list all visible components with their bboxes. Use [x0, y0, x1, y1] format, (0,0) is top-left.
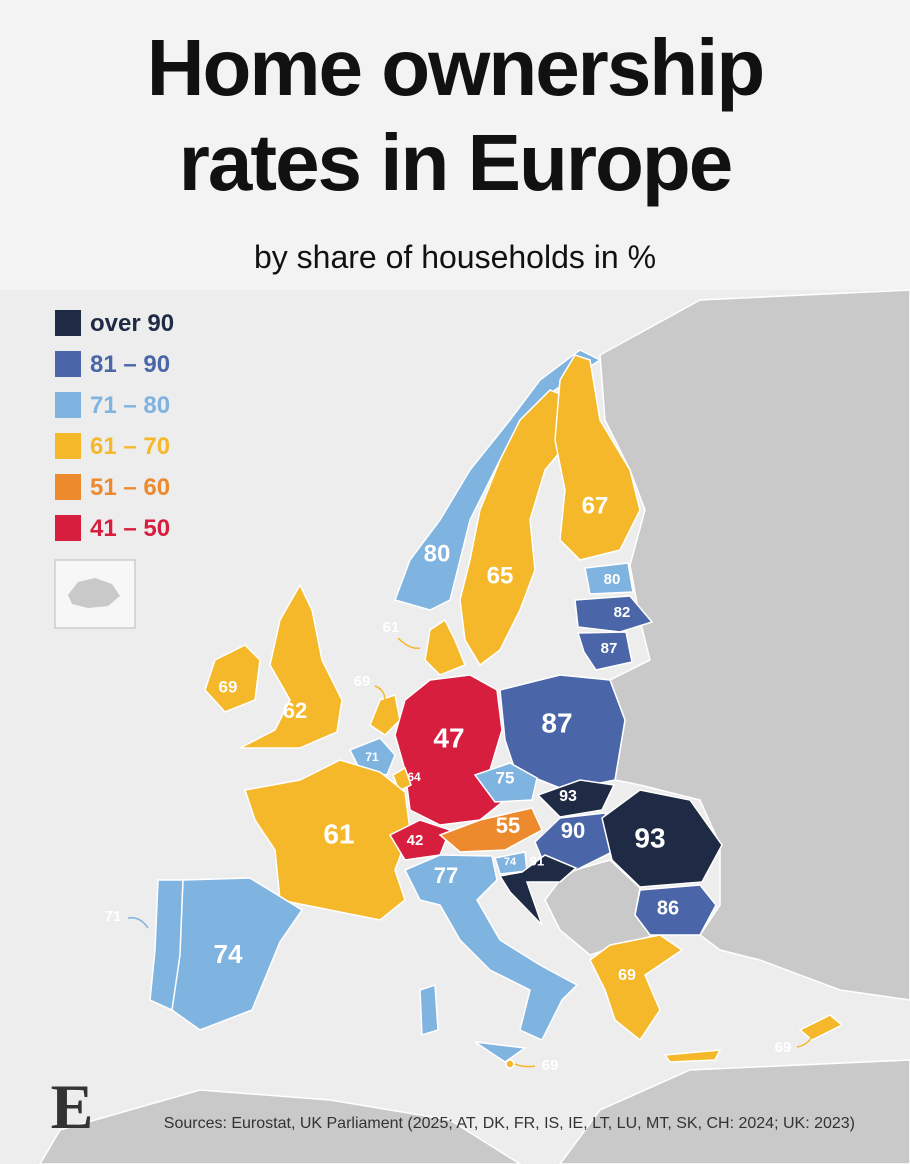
region — [536, 779, 616, 818]
regions — [149, 349, 844, 1069]
title: rates in Europe — [179, 118, 731, 207]
value-label: 71 — [365, 750, 379, 764]
legend-label: 81 – 90 — [90, 351, 170, 378]
region — [505, 1059, 515, 1069]
legend-label: 71 – 80 — [90, 392, 170, 419]
value-label: 61 — [383, 619, 400, 636]
value-label: 77 — [434, 863, 458, 888]
leader-line — [514, 1063, 536, 1068]
region — [204, 644, 261, 713]
value-label: 42 — [407, 832, 424, 849]
legend-swatch — [55, 474, 81, 500]
value-label: 69 — [354, 673, 371, 690]
value-label: 74 — [214, 939, 243, 969]
value-label: 47 — [433, 722, 464, 753]
legend-label: 61 – 70 — [90, 433, 170, 460]
value-label: 87 — [601, 640, 618, 657]
value-label: 91 — [530, 853, 544, 868]
value-label: 87 — [541, 707, 572, 738]
value-label: 62 — [283, 698, 307, 723]
region — [576, 631, 633, 671]
leader-line — [127, 916, 149, 929]
land-other — [599, 289, 910, 1001]
region — [584, 562, 634, 595]
value-label: 69 — [219, 677, 238, 696]
value-label: 86 — [657, 897, 679, 919]
land-other — [39, 1089, 522, 1164]
value-label: 69 — [618, 967, 636, 984]
legend: over 90 81 – 90 71 – 80 61 – 70 51 – 60 41 – … — [55, 310, 174, 542]
region — [388, 819, 451, 861]
value-label: 55 — [496, 813, 520, 838]
value-label: 80 — [424, 540, 451, 567]
region — [369, 694, 401, 736]
value-label: 71 — [105, 908, 122, 925]
region — [498, 854, 578, 926]
value-label: 67 — [582, 492, 609, 519]
value-label: 90 — [561, 818, 585, 843]
value-label: 80 — [604, 571, 621, 588]
region — [574, 595, 654, 633]
legend-swatch — [55, 433, 81, 459]
land-other — [559, 1059, 910, 1164]
leader-line — [796, 1035, 813, 1048]
value-label: 75 — [496, 768, 515, 787]
region — [438, 807, 543, 853]
legend-label: 41 – 50 — [90, 515, 170, 542]
subtitle: by share of households in % — [254, 239, 656, 275]
region — [473, 762, 538, 803]
leader-line — [397, 637, 421, 650]
title: Home ownership — [147, 23, 764, 112]
legend-swatch — [55, 392, 81, 418]
value-label: 69 — [775, 1039, 792, 1056]
value-label: 61 — [323, 818, 354, 849]
value-label: 64 — [407, 770, 421, 784]
region — [171, 877, 304, 1031]
region — [244, 759, 411, 921]
logo: E — [51, 1071, 94, 1142]
legend-swatch — [55, 515, 81, 541]
value-label: 82 — [614, 604, 631, 621]
leader-line — [374, 685, 386, 701]
legend-label: 51 – 60 — [90, 474, 170, 501]
region — [554, 354, 641, 561]
value-label: 65 — [487, 562, 514, 589]
region — [634, 884, 717, 936]
region — [589, 934, 722, 1063]
value-label: 69 — [542, 1057, 559, 1074]
region — [403, 854, 579, 1063]
region — [601, 789, 723, 888]
region — [798, 1014, 844, 1041]
value-label: 93 — [634, 822, 665, 853]
legend-label: over 90 — [90, 310, 174, 337]
legend-swatch — [55, 310, 81, 336]
value-label: 74 — [504, 856, 517, 868]
value-labels: 80 65 67 80 82 87 61 69 62 69 47 87 71 6… — [105, 492, 792, 1074]
region — [424, 618, 466, 676]
inset-land — [68, 578, 120, 608]
region — [499, 674, 626, 791]
region — [239, 583, 343, 749]
value-label: 93 — [559, 788, 577, 805]
sources: Sources: Eurostat, UK Parliament (2025; … — [164, 1115, 855, 1132]
legend-swatch — [55, 351, 81, 377]
